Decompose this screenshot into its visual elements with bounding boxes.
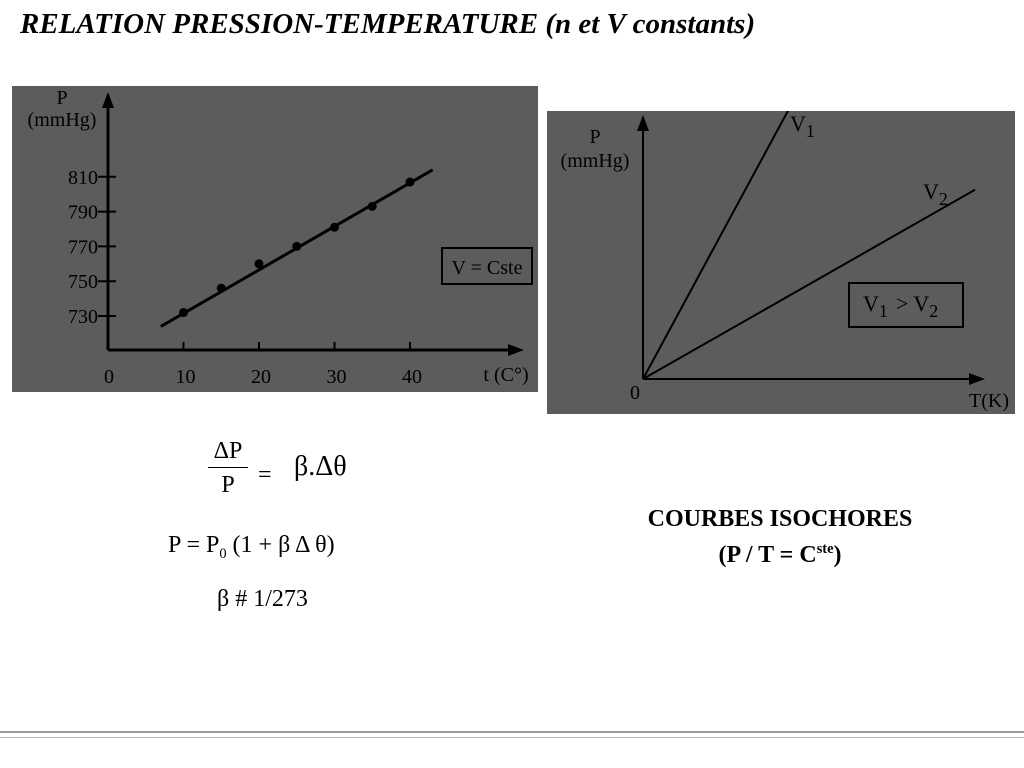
footer-rule [0, 731, 1024, 733]
series-name: V [790, 111, 806, 136]
formula-fraction: ΔP P [208, 438, 248, 499]
chart2-ylabel-p: P [589, 126, 600, 148]
formula-linear-sub: 0 [219, 545, 227, 562]
footer-rule-thin [0, 737, 1024, 738]
chart-isochores: P (mmHg) 0 T(K) V1 V2 V1 > V2 [547, 111, 1015, 414]
chart1-data-point [330, 222, 339, 232]
chart2-ylabel-unit: (mmHg) [561, 150, 630, 172]
chart1-annotation: V = Cste [452, 257, 523, 279]
chart2-series-line [642, 111, 790, 380]
chart1-data-point [216, 283, 226, 293]
isochore-caption: COURBES ISOCHORES (P / T = Cste) [590, 504, 970, 570]
chart2-panel [547, 111, 1015, 414]
chart-pressure-celsius-svg: P (mmHg) t (C°) 0 10 20 30 40 730 750 770 790 81… [12, 86, 538, 392]
formula-linear: P = P0 (1 + β Δ θ) [168, 532, 335, 563]
chart1-x-tick-label: 10 [176, 366, 196, 388]
chart2-series-label: V1 [790, 111, 815, 141]
chart1-y-tick-label: 770 [68, 236, 98, 258]
chart2-xlabel: T(K) [969, 390, 1009, 412]
legend-v1-name: V [863, 291, 879, 316]
formula-equals: = [258, 462, 272, 488]
chart1-x-tick-label: 40 [402, 366, 422, 388]
legend-v1-sub: 1 [879, 301, 888, 321]
chart1-data-point [367, 201, 377, 211]
chart1-ylabel-unit: (mmHg) [28, 109, 97, 131]
chart1-panel [12, 86, 538, 392]
chart2-origin-label: 0 [630, 382, 640, 404]
chart1-x-tick-label: 0 [104, 366, 114, 388]
chart1-x-tick-label: 20 [251, 366, 271, 388]
chart1-y-tick-label: 810 [68, 167, 98, 189]
caption-line2-a: (P / T = C [718, 542, 817, 568]
chart1-data-point [254, 259, 264, 269]
chart1-ylabel-p: P [56, 87, 67, 109]
chart2-x-arrow [969, 373, 985, 385]
chart1-data-point [179, 308, 188, 318]
chart-pressure-celsius: P (mmHg) t (C°) 0 10 20 30 40 730 750 770 790 81… [12, 86, 538, 392]
chart2-y-arrow [637, 115, 649, 131]
fraction-denominator: P [221, 472, 235, 498]
caption-line1: COURBES ISOCHORES [647, 506, 913, 532]
chart1-data-point [292, 241, 302, 251]
chart2-series-line [642, 188, 976, 380]
caption-line2-sup: ste [816, 541, 834, 557]
fraction-numerator: ΔP [208, 438, 248, 468]
formula-rhs: β.Δθ [294, 451, 347, 482]
legend-op: > V [896, 291, 930, 316]
formula-beta: β # 1/273 [217, 586, 308, 612]
chart1-x-tick-label: 30 [327, 366, 347, 388]
chart2-series-label: V2 [923, 179, 948, 209]
series-name: V [923, 179, 939, 204]
series-sub: 2 [939, 189, 948, 209]
chart1-xlabel: t (C°) [483, 364, 528, 386]
chart2-legend: V1 > V2 [863, 291, 938, 321]
chart1-y-arrow [102, 92, 114, 108]
legend-v2-sub: 2 [929, 301, 938, 321]
chart1-x-arrow [508, 344, 524, 356]
formula-linear-b: (1 + β Δ θ) [226, 532, 335, 558]
chart1-y-tick-label: 750 [68, 271, 98, 293]
caption-line2: (P / T = Cste) [590, 534, 970, 570]
chart1-data-point [405, 177, 415, 187]
formula-linear-a: P = P [168, 532, 220, 558]
slide-title: RELATION PRESSION-TEMPERATURE (n et V co… [20, 8, 756, 40]
chart1-annotation-box [441, 247, 533, 285]
chart1-y-tick-label: 730 [68, 306, 98, 328]
chart1-y-tick-label: 790 [68, 202, 98, 224]
chart2-legend-box [848, 282, 964, 328]
series-sub: 1 [806, 121, 815, 141]
caption-line2-b: ) [833, 542, 842, 568]
